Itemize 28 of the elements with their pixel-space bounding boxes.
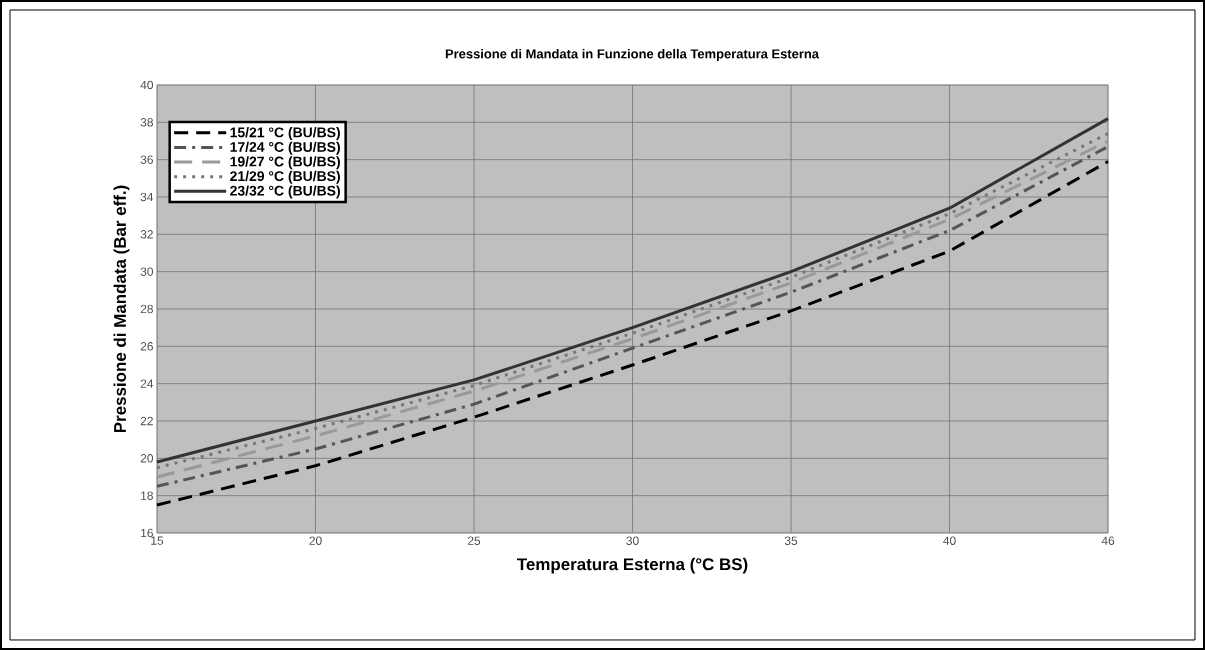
chart-title: Pressione di Mandata in Funzione della Temperatura Esterna <box>445 48 820 62</box>
y-tick-label: 40 <box>140 80 154 90</box>
legend-label: 17/24 °C (BU/BS) <box>230 141 340 155</box>
y-tick-label: 24 <box>140 379 154 388</box>
y-tick-label: 16 <box>141 528 153 538</box>
legend-label: 15/21 °C (BU/BS) <box>230 127 340 141</box>
x-axis-title: Temperatura Esterna (°C BS) <box>517 557 748 574</box>
x-tick-label: 40 <box>943 536 956 545</box>
x-tick-label: 25 <box>467 536 481 545</box>
y-tick-label: 28 <box>140 304 153 314</box>
legend-label: 23/32 °C (BU/BS) <box>230 185 340 199</box>
legend-label: 19/27 °C (BU/BS) <box>230 156 340 170</box>
x-tick-label: 20 <box>309 536 322 545</box>
x-tick-label: 46 <box>1101 536 1115 545</box>
y-tick-label: 18 <box>141 491 153 500</box>
y-tick-label: 20 <box>140 454 154 463</box>
x-tick-label: 15 <box>151 536 164 545</box>
y-tick-label: 36 <box>140 155 153 164</box>
y-tick-label: 30 <box>140 267 154 276</box>
y-tick-label: 34 <box>140 192 154 202</box>
y-tick-label: 22 <box>140 416 153 426</box>
y-tick-label: 32 <box>140 230 153 239</box>
y-tick-label: 38 <box>140 118 153 127</box>
x-tick-label: 35 <box>784 536 798 545</box>
legend-label: 21/29 °C (BU/BS) <box>230 170 340 184</box>
y-tick-label: 26 <box>140 342 153 351</box>
y-axis-title: Pressione di Mandata (Bar eff.) <box>113 185 130 433</box>
x-tick-label: 30 <box>626 536 639 545</box>
